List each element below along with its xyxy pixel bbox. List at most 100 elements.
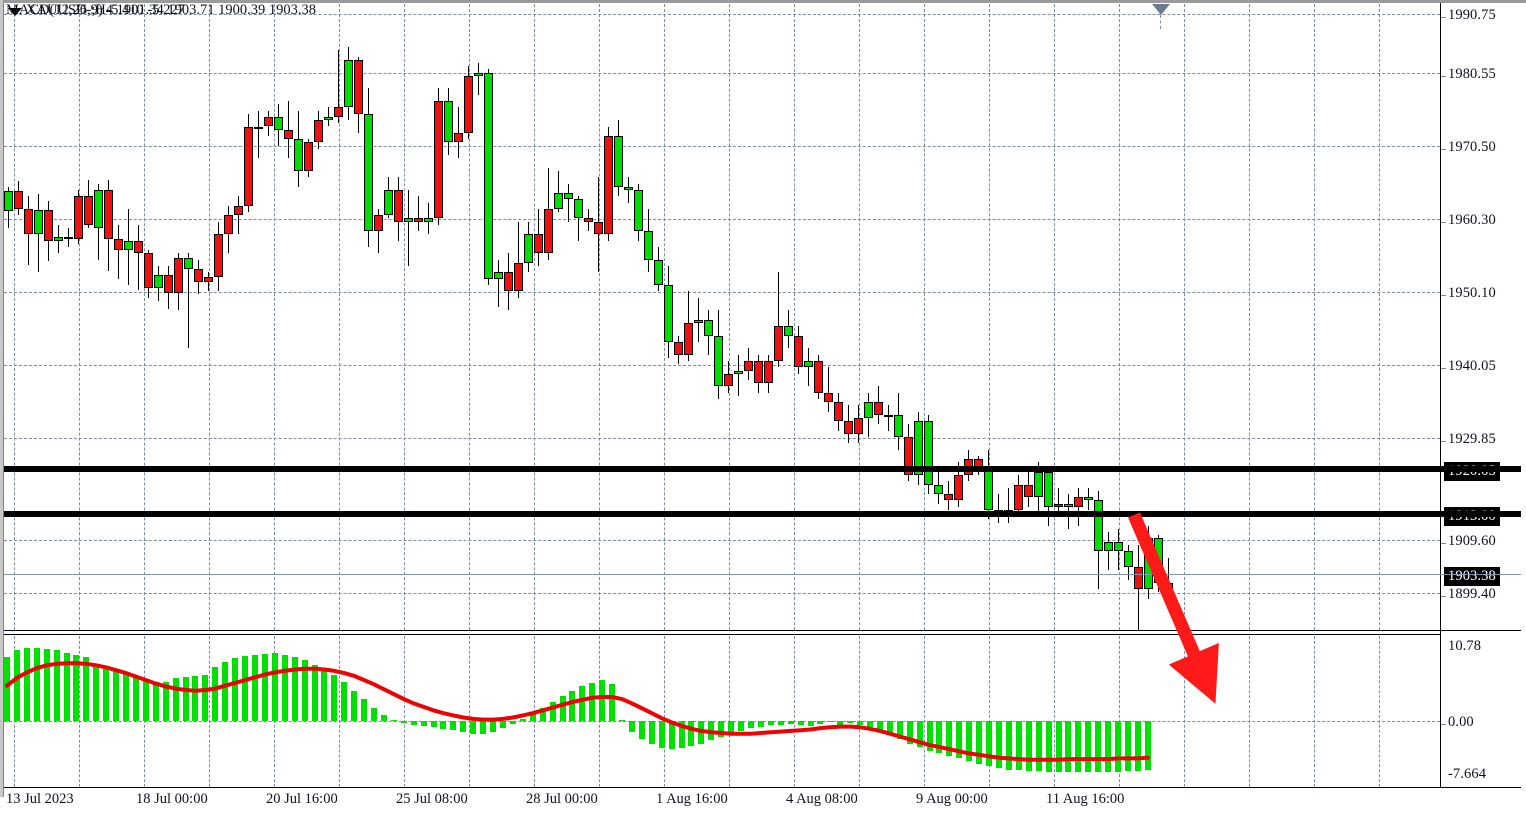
macd-histogram-bar (1005, 721, 1012, 770)
candle-body (1124, 551, 1133, 567)
gridline-vertical (1183, 636, 1185, 787)
candle-body (774, 326, 783, 362)
price-axis-label: 1899.40 (1448, 586, 1496, 602)
candle-body (674, 342, 683, 355)
gridline-vertical (208, 636, 210, 787)
crosshair-marker-icon (1152, 4, 1170, 15)
macd-histogram-bar (658, 721, 665, 748)
price-axis-label: 1970.50 (1448, 139, 1496, 155)
macd-histogram-bar (23, 648, 30, 721)
macd-histogram-bar (817, 721, 824, 724)
window-left-border (0, 0, 3, 797)
macd-indicator-pane[interactable] (4, 636, 1440, 787)
macd-histogram-bar (966, 721, 973, 762)
gridline-vertical (273, 4, 275, 630)
gridline-vertical (1313, 4, 1315, 630)
macd-histogram-bar (202, 675, 209, 721)
candle-body (274, 116, 283, 130)
window-top-border (0, 0, 1526, 3)
gridline-vertical (1378, 4, 1380, 630)
gridline-vertical (1378, 636, 1380, 787)
macd-histogram-bar (529, 713, 536, 721)
candle-body (654, 259, 663, 285)
macd-histogram-bar (519, 718, 526, 721)
candle-body (114, 239, 123, 251)
price-axis-label: 1950.10 (1448, 285, 1496, 301)
macd-histogram-bar (668, 721, 675, 750)
candle-body (764, 361, 773, 384)
price-chart-pane[interactable] (4, 4, 1440, 630)
macd-histogram-bar (589, 682, 596, 721)
candle-body (4, 191, 13, 212)
macd-histogram-bar (192, 675, 199, 721)
candle-body (934, 484, 943, 495)
macd-histogram-bar (123, 673, 130, 721)
gridline-horizontal (4, 292, 1440, 293)
macd-histogram-bar (1035, 721, 1042, 772)
candle-wick (338, 50, 339, 124)
candle-wick (998, 494, 999, 523)
macd-histogram-bar (232, 658, 239, 721)
macd-histogram-bar (1105, 721, 1112, 772)
candle-body (894, 414, 903, 438)
candle-body (624, 186, 633, 190)
macd-histogram-bar (916, 721, 923, 748)
candle-body (864, 402, 873, 419)
macd-histogram-bar (648, 721, 655, 745)
gridline-vertical (1118, 636, 1120, 787)
candle-body (814, 361, 823, 393)
candle-body (644, 231, 653, 260)
macd-histogram-bar (470, 721, 477, 735)
candle-body (74, 196, 83, 240)
macd-histogram-bar (718, 721, 725, 737)
price-axis-label: 1960.30 (1448, 212, 1496, 228)
macd-histogram-bar (400, 721, 407, 724)
macd-histogram-bar (212, 666, 219, 721)
macd-signal-line (5, 661, 1150, 762)
macd-histogram-bar (787, 721, 794, 724)
macd-axis-label: 10.78 (1448, 638, 1482, 654)
macd-histogram-bar (986, 721, 993, 767)
macd-histogram-bar (43, 649, 50, 721)
candle-body (1024, 484, 1033, 498)
time-axis-label: 1 Aug 16:00 (656, 791, 728, 807)
macd-histogram-bar (53, 650, 60, 721)
macd-histogram-bar (857, 721, 864, 726)
candle-wick (628, 177, 629, 203)
symbol-dropdown-icon[interactable] (8, 8, 22, 16)
candle-body (394, 189, 403, 222)
macd-histogram-bar (252, 655, 258, 721)
axis-tick-mark (1441, 149, 1446, 150)
gridline-vertical (1118, 4, 1120, 630)
macd-histogram-bar (460, 721, 467, 733)
candle-body (744, 361, 753, 371)
macd-histogram-bar (797, 721, 804, 725)
price-scale-divider (1440, 3, 1441, 787)
macd-histogram-bar (896, 721, 903, 740)
time-axis[interactable]: 13 Jul 2023 18 Jul 00:00 20 Jul 16:00 25 Ju… (4, 789, 1440, 813)
macd-histogram-bar (182, 677, 189, 721)
time-axis-label: 25 Jul 08:00 (396, 791, 468, 807)
gridline-vertical (403, 4, 405, 630)
candle-body (234, 205, 243, 216)
macd-histogram-bar (579, 686, 586, 721)
macd-histogram-bar (93, 664, 100, 721)
candle-body (1094, 500, 1103, 552)
gridline-vertical (1053, 4, 1055, 630)
candle-body (44, 209, 53, 241)
gridline-horizontal (4, 146, 1440, 147)
macd-histogram-bar (738, 721, 745, 731)
candle-body (484, 72, 493, 279)
macd-histogram-bar (271, 653, 278, 721)
macd-histogram-bar (132, 677, 139, 721)
price-scale[interactable]: 1990.75 1980.55 1970.50 1960.30 1950.10 1940.… (1441, 3, 1526, 787)
candle-body (434, 101, 443, 219)
time-axis-label: 11 Aug 16:00 (1046, 791, 1125, 807)
macd-axis-label: 0.00 (1448, 714, 1474, 730)
gridline-vertical (1248, 4, 1250, 630)
macd-histogram-bar (500, 721, 506, 729)
candle-body (584, 218, 593, 222)
macd-histogram-bar (886, 721, 893, 736)
macd-histogram-bar (4, 656, 10, 721)
